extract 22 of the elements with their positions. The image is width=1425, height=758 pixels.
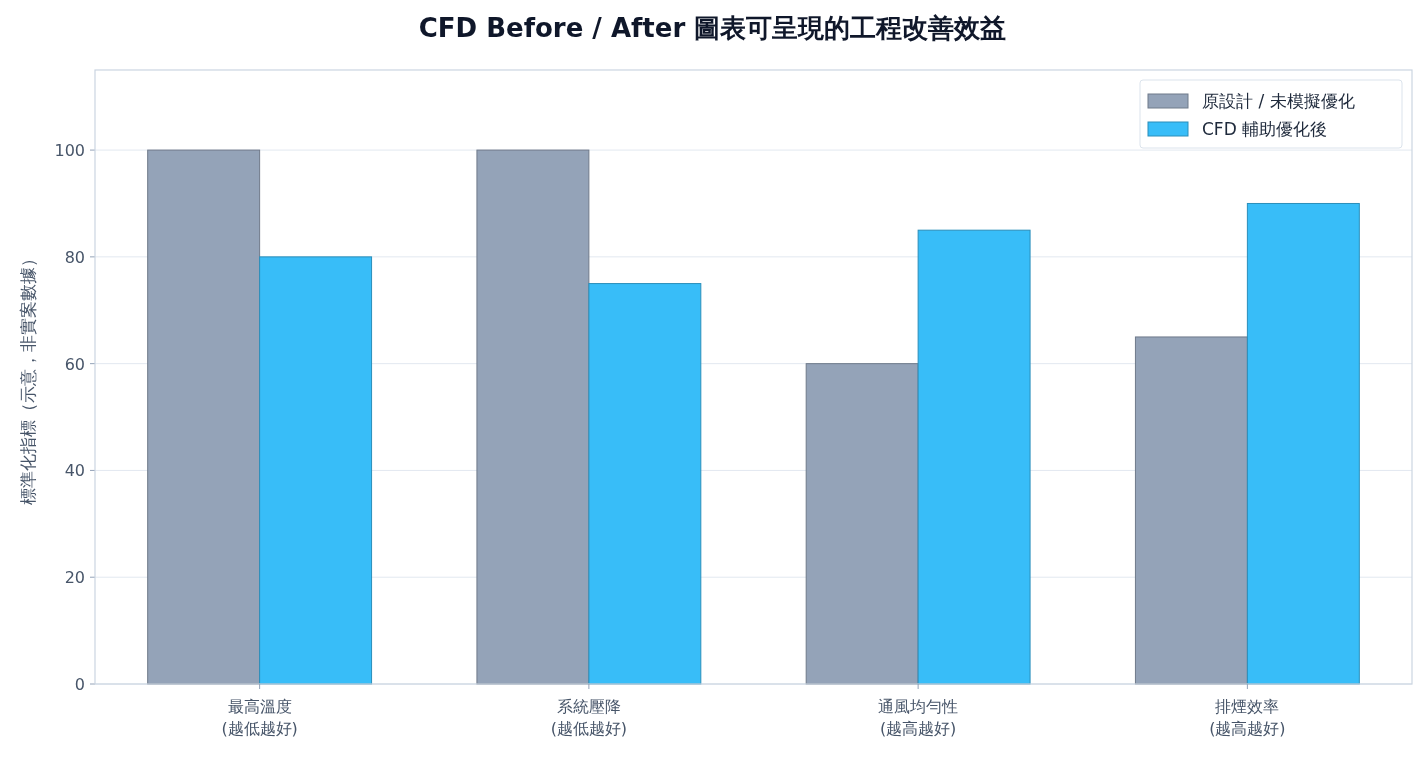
bar	[476, 149, 590, 685]
bar	[1134, 336, 1248, 685]
chart-title: CFD Before / After 圖表可呈現的工程改善效益	[418, 13, 1007, 43]
bar	[259, 256, 373, 685]
legend-label: CFD 輔助優化後	[1202, 119, 1328, 139]
bar	[917, 229, 1031, 685]
y-tick-label: 20	[64, 568, 85, 588]
x-tick-label: 排煙效率 (越高越好)	[1209, 697, 1286, 738]
bar	[1246, 202, 1360, 685]
x-tick-label: 通風均勻性 (越高越好)	[878, 697, 959, 738]
x-tick-label: 系統壓降 (越低越好)	[550, 697, 628, 738]
legend-label: 原設計 / 未模擬優化	[1202, 91, 1355, 111]
bar	[147, 149, 261, 685]
y-tick-label: 60	[64, 354, 85, 374]
y-tick-label: 40	[64, 461, 85, 481]
x-tick-label: 最高溫度 (越低越好)	[221, 697, 298, 738]
bar	[805, 363, 919, 685]
y-axis-title: 標準化指標（示意，非實案數據）	[18, 249, 38, 505]
y-tick-label: 100	[54, 141, 85, 161]
y-tick-label: 80	[64, 247, 85, 267]
bar	[588, 283, 702, 685]
y-tick-label: 0	[74, 675, 85, 694]
